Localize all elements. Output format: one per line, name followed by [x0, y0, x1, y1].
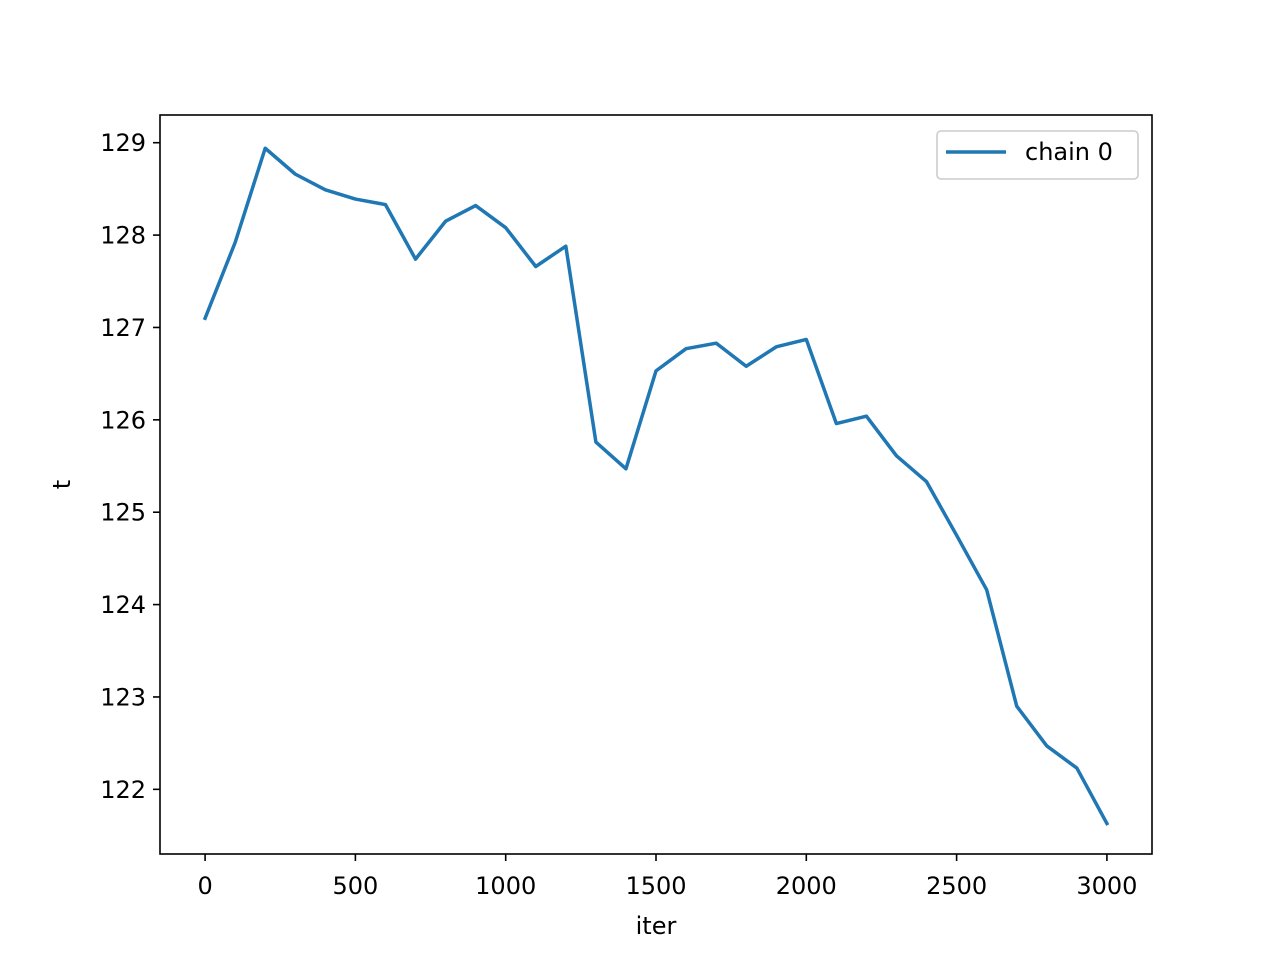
legend: chain 0 [936, 130, 1139, 180]
y-tick-label: 129 [100, 129, 146, 157]
legend-label: chain 0 [1025, 138, 1113, 166]
axes-frame [159, 114, 1153, 855]
x-axis-label: iter [636, 912, 677, 940]
y-tick-label: 125 [100, 499, 146, 527]
x-tick-label: 0 [197, 872, 212, 900]
x-tick-label: 3000 [1076, 872, 1137, 900]
y-tick-label: 126 [100, 406, 146, 434]
y-tick-label: 128 [100, 222, 146, 250]
x-axis: 0 500 1000 1500 2000 2500 3000 [197, 854, 1137, 900]
y-tick-label: 123 [100, 683, 146, 711]
x-tick-label: 2000 [776, 872, 837, 900]
x-tick-label: 1500 [625, 872, 686, 900]
x-tick-label: 1000 [475, 872, 536, 900]
y-axis-label: t [48, 480, 76, 489]
y-axis: 122 123 124 125 126 127 128 129 [100, 129, 160, 804]
x-tick-label: 2500 [926, 872, 987, 900]
legend-box [936, 130, 1139, 180]
plot-area [202, 146, 1110, 826]
y-tick-label: 122 [100, 776, 146, 804]
y-tick-label: 124 [100, 591, 146, 619]
series-line [202, 146, 1110, 826]
x-tick-label: 500 [332, 872, 378, 900]
y-tick-label: 127 [100, 314, 146, 342]
